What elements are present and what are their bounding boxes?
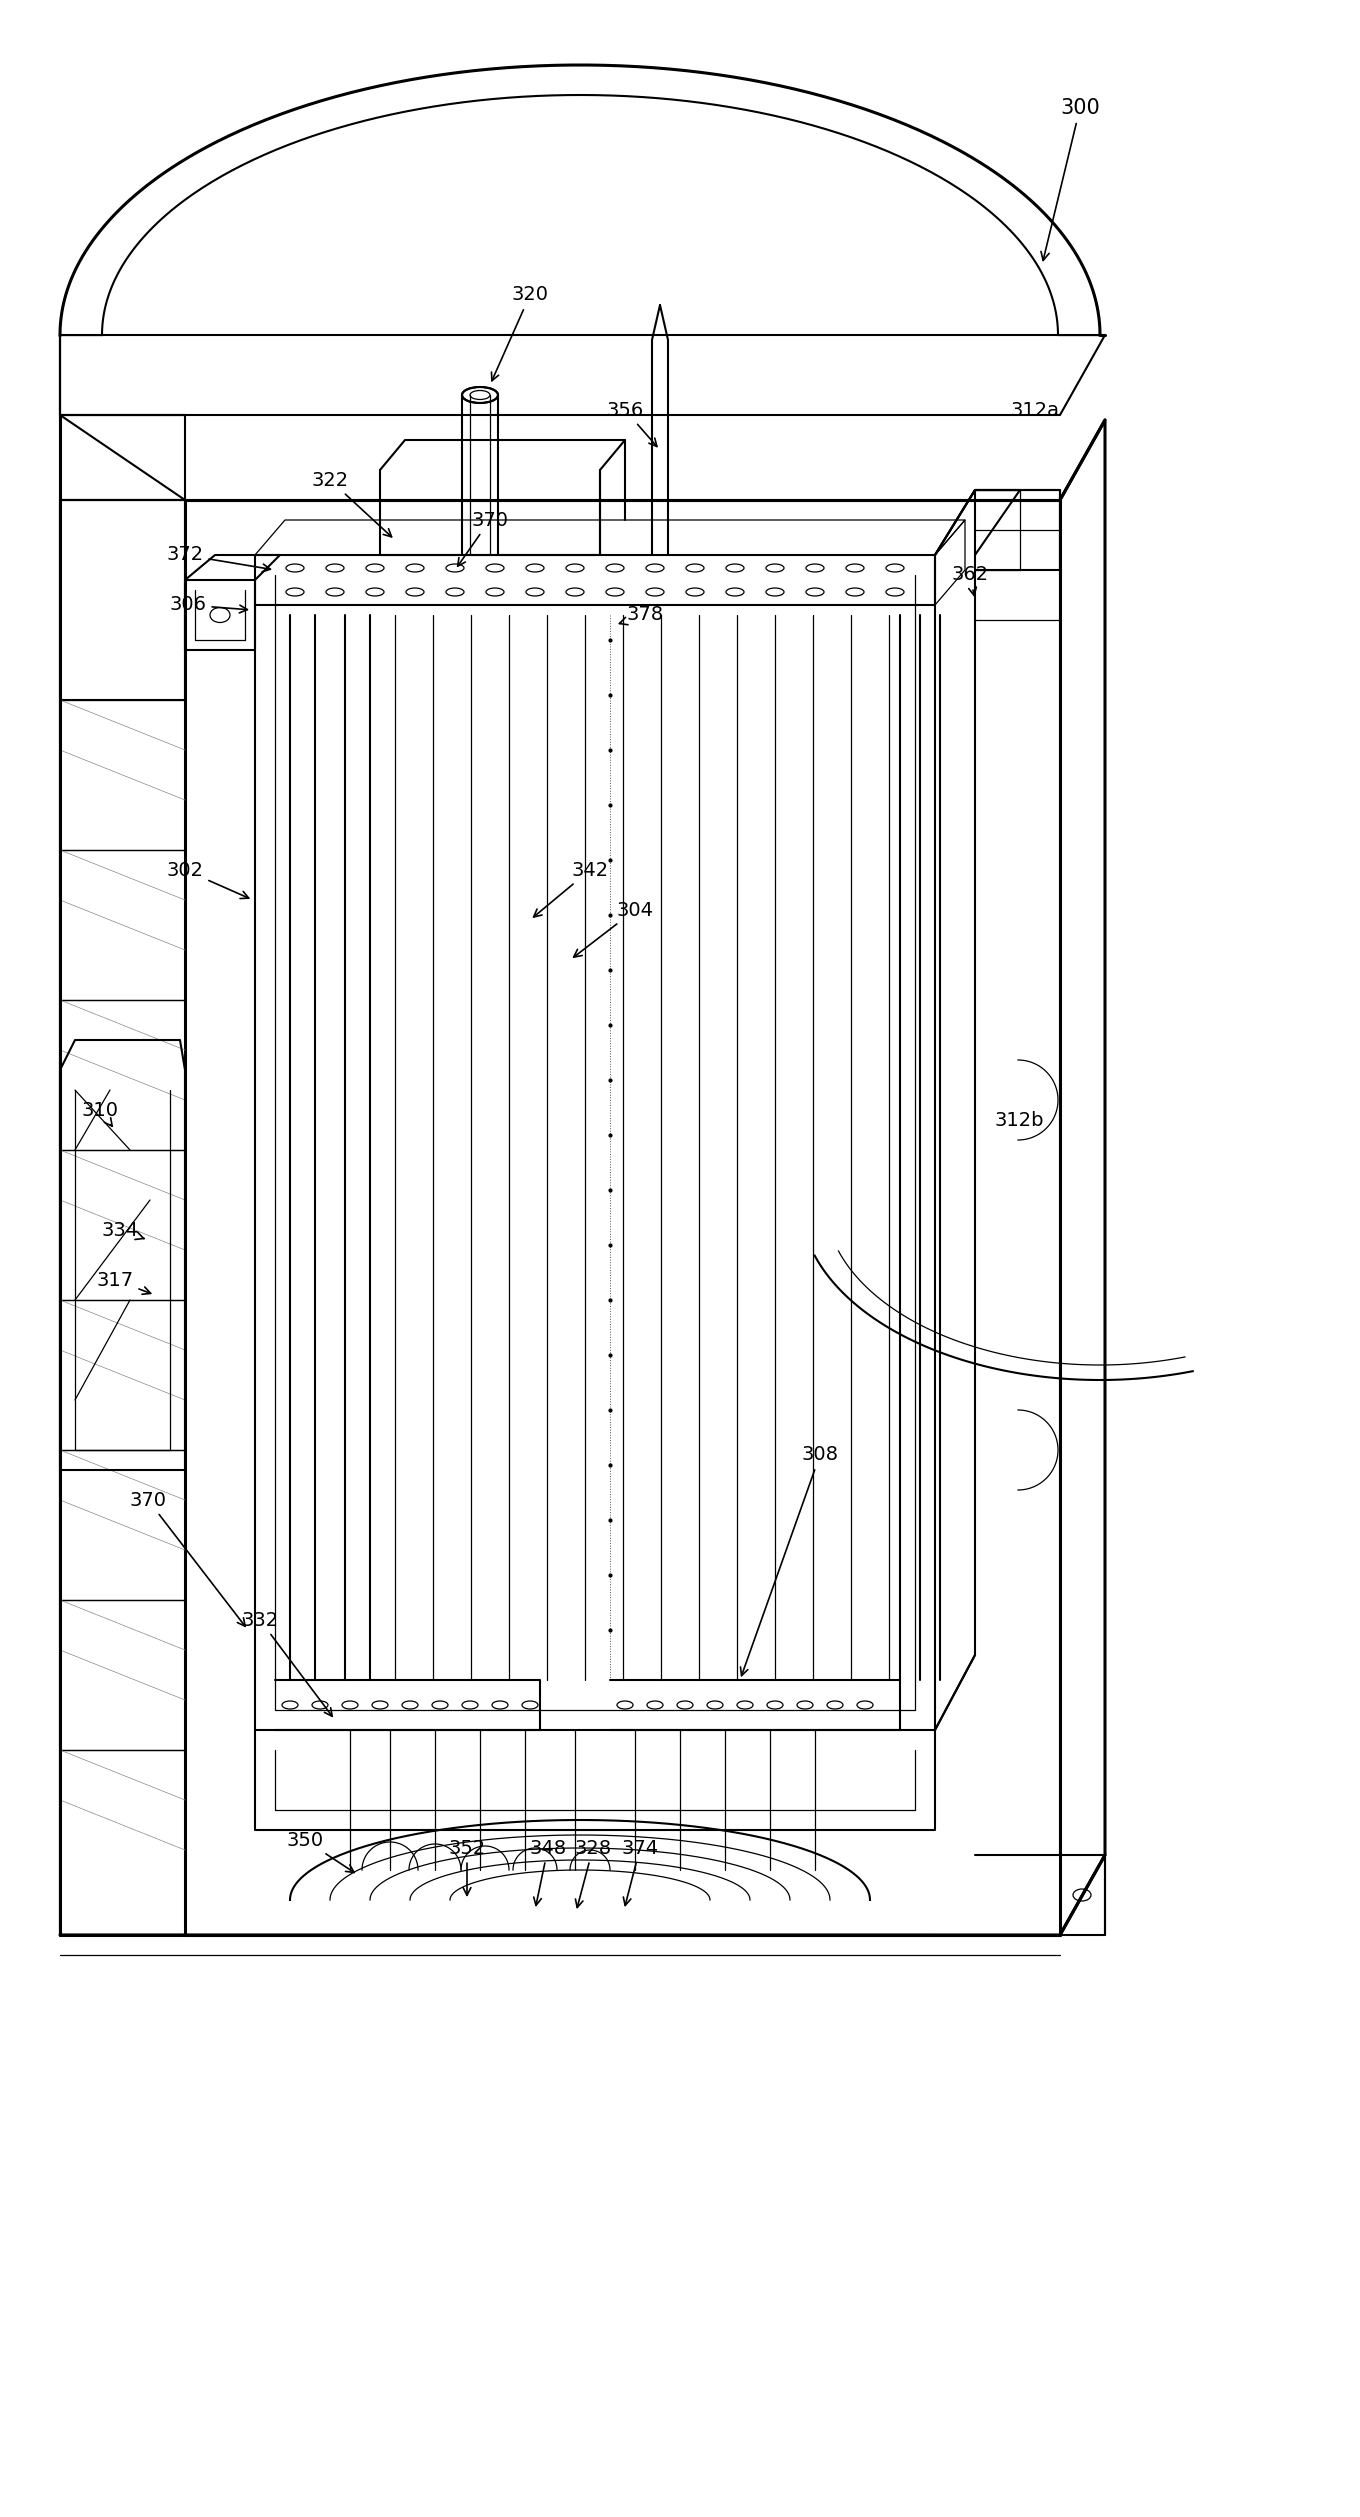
Text: 306: 306 xyxy=(170,597,248,614)
Text: 304: 304 xyxy=(574,901,654,956)
Text: 348: 348 xyxy=(529,1837,567,1905)
Text: 310: 310 xyxy=(82,1100,118,1125)
Text: 342: 342 xyxy=(533,861,608,916)
Text: 370: 370 xyxy=(129,1490,245,1626)
Text: 352: 352 xyxy=(449,1837,486,1895)
Text: 300: 300 xyxy=(1040,98,1100,259)
Text: 362: 362 xyxy=(952,566,989,597)
Ellipse shape xyxy=(462,388,498,403)
Text: 332: 332 xyxy=(242,1611,332,1717)
Text: 334: 334 xyxy=(102,1221,144,1238)
Text: 356: 356 xyxy=(607,400,657,446)
Text: 328: 328 xyxy=(574,1837,612,1908)
Text: 302: 302 xyxy=(166,861,249,899)
Ellipse shape xyxy=(209,607,230,622)
Text: 308: 308 xyxy=(740,1445,839,1676)
Text: 322: 322 xyxy=(311,471,392,536)
Text: 317: 317 xyxy=(97,1271,151,1294)
Text: 320: 320 xyxy=(491,284,548,380)
Text: 374: 374 xyxy=(622,1837,658,1905)
Text: 370: 370 xyxy=(458,511,509,566)
Text: 378: 378 xyxy=(619,607,664,624)
Text: 312a: 312a xyxy=(1010,400,1059,420)
Text: 350: 350 xyxy=(287,1830,354,1873)
Text: 372: 372 xyxy=(166,546,271,571)
Text: 312b: 312b xyxy=(996,1110,1044,1130)
